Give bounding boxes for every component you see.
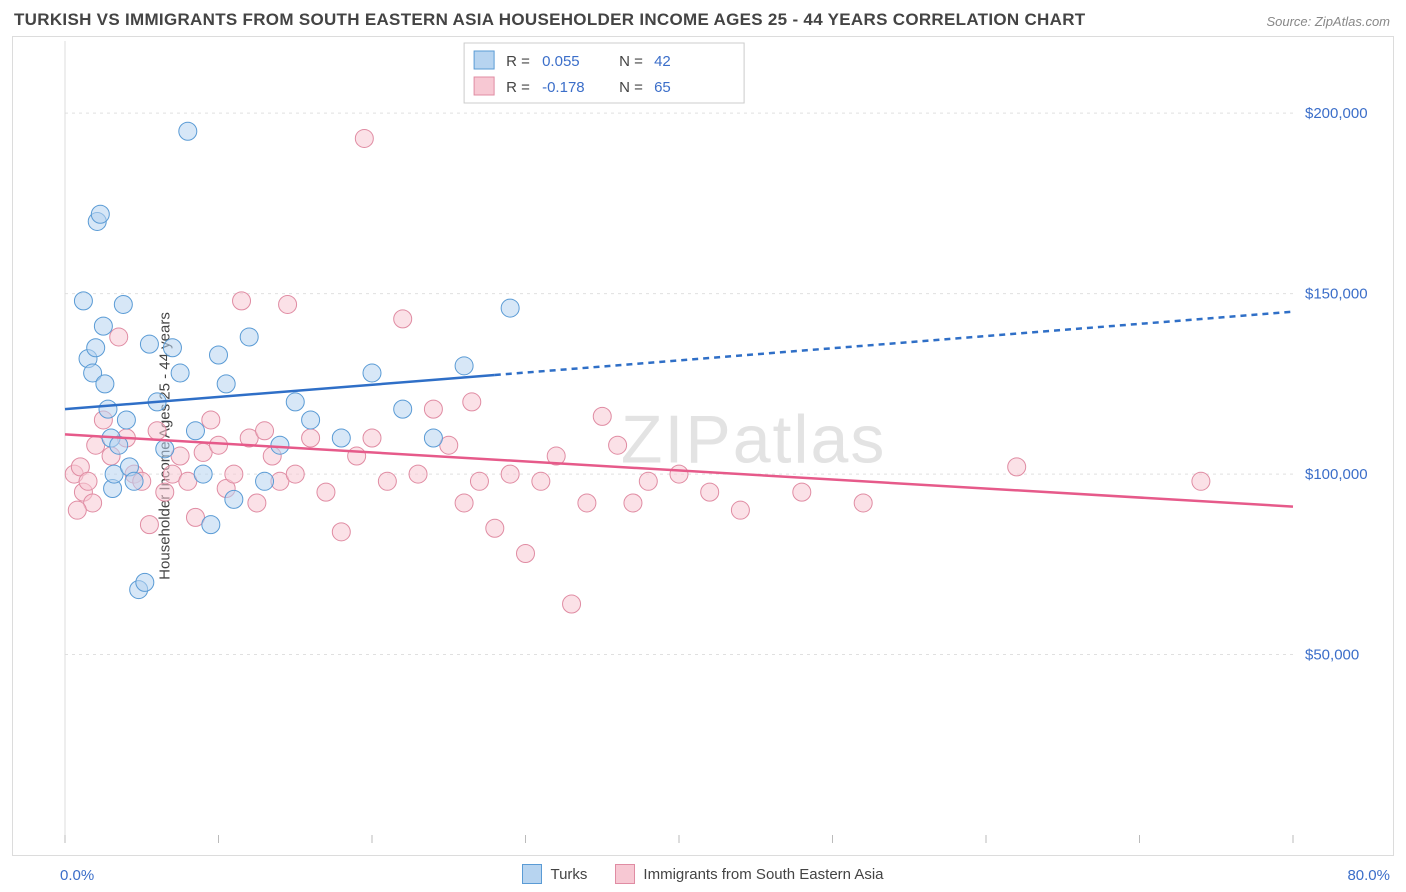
legend-swatch-icon bbox=[615, 864, 635, 884]
svg-text:0.055: 0.055 bbox=[542, 53, 580, 70]
svg-text:65: 65 bbox=[654, 79, 671, 96]
legend-label: Turks bbox=[550, 866, 587, 883]
legend-item-sea: Immigrants from South Eastern Asia bbox=[615, 864, 883, 884]
svg-text:$100,000: $100,000 bbox=[1305, 466, 1368, 483]
legend-swatch-icon bbox=[522, 864, 542, 884]
source-attribution: Source: ZipAtlas.com bbox=[1266, 14, 1390, 29]
svg-text:$200,000: $200,000 bbox=[1305, 105, 1368, 122]
legend-item-turks: Turks bbox=[522, 864, 587, 884]
svg-text:$50,000: $50,000 bbox=[1305, 647, 1359, 664]
svg-text:42: 42 bbox=[654, 53, 671, 70]
svg-text:R =: R = bbox=[506, 53, 530, 70]
legend-label: Immigrants from South Eastern Asia bbox=[643, 866, 883, 883]
chart-title: TURKISH VS IMMIGRANTS FROM SOUTH EASTERN… bbox=[14, 10, 1085, 30]
plot-area: $50,000 $100,000 $150,000 $200,000 ZIPatlas R… bbox=[61, 37, 1393, 855]
bottom-legend: Turks Immigrants from South Eastern Asia bbox=[0, 864, 1406, 884]
svg-text:-0.178: -0.178 bbox=[542, 79, 585, 96]
svg-text:N =: N = bbox=[619, 53, 643, 70]
svg-text:N =: N = bbox=[619, 79, 643, 96]
svg-text:$150,000: $150,000 bbox=[1305, 286, 1368, 303]
chart-svg: $50,000 $100,000 $150,000 $200,000 ZIPatlas R… bbox=[61, 37, 1393, 855]
svg-text:R =: R = bbox=[506, 79, 530, 96]
svg-text:ZIPatlas: ZIPatlas bbox=[621, 401, 886, 477]
chart-container: Householder Income Ages 25 - 44 years $5… bbox=[12, 36, 1394, 856]
